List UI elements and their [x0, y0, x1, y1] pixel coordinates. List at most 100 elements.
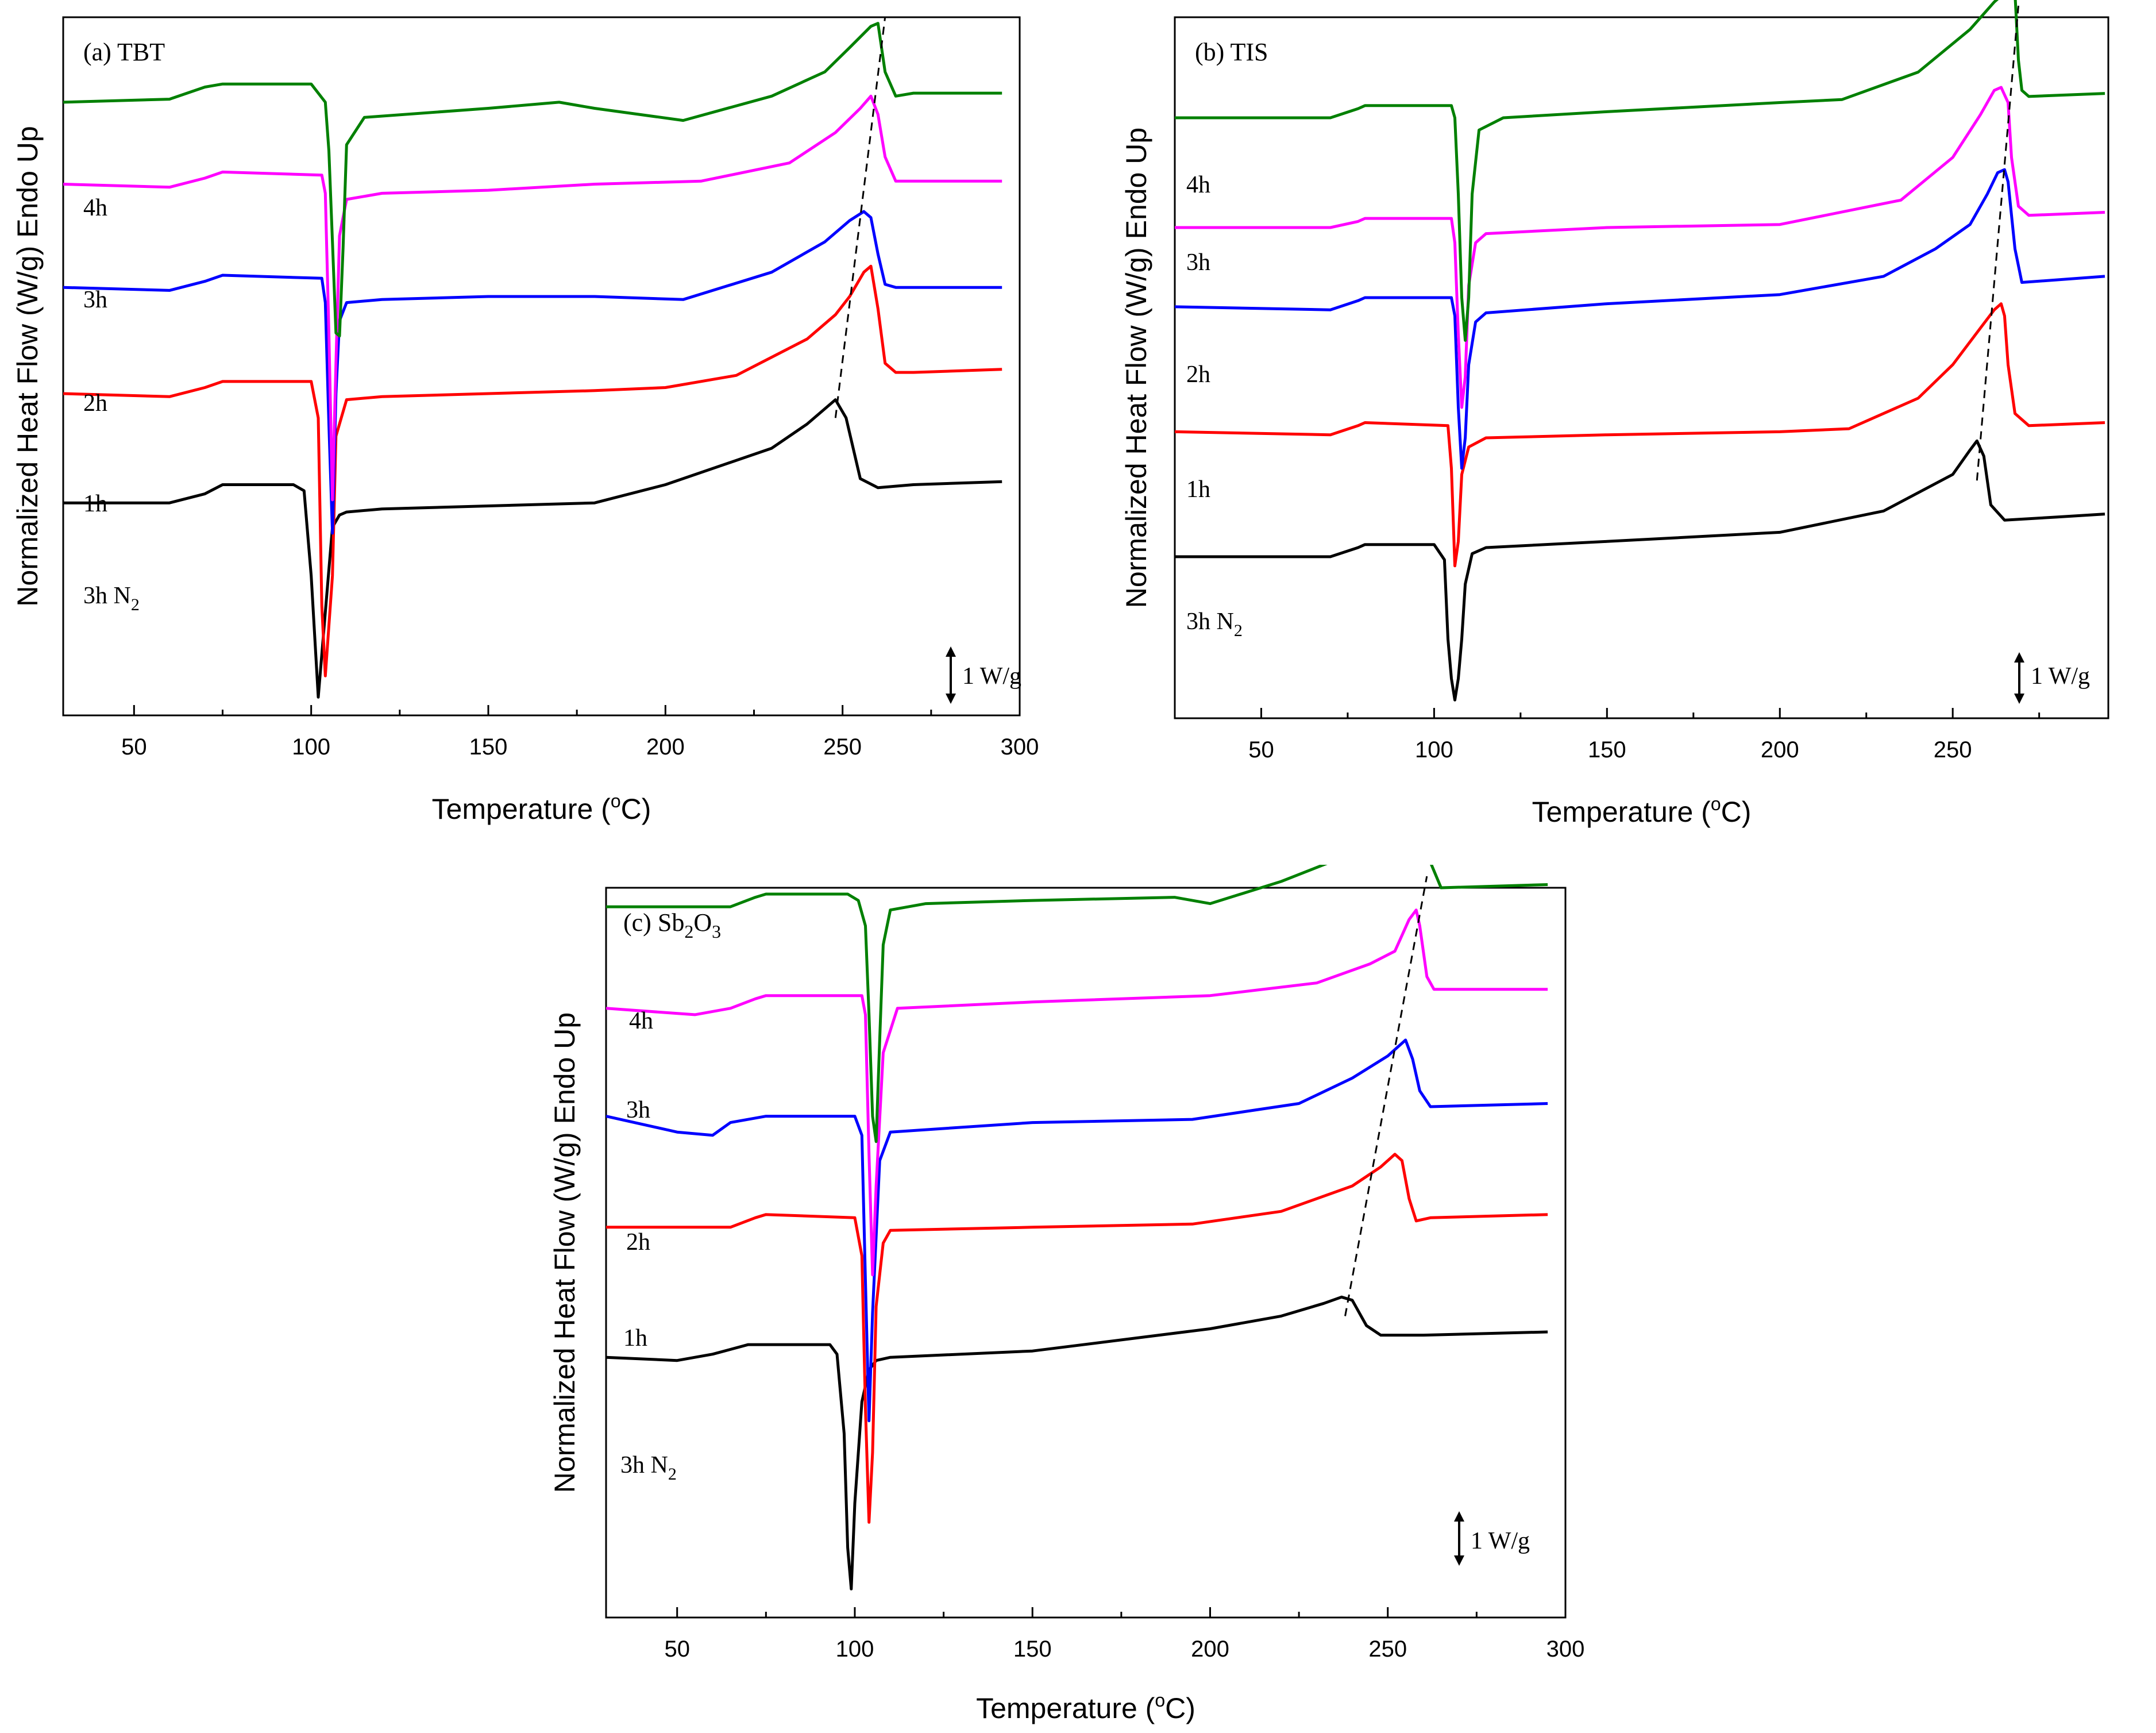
plot-frame — [62, 16, 1021, 717]
x-axis-title-prefix: Temperature ( — [432, 793, 611, 825]
series-line-1 — [63, 398, 1002, 699]
panel-title-part: Sb — [658, 908, 684, 937]
series-label-main: 1h — [1186, 476, 1210, 503]
series-label: 1h — [83, 491, 107, 517]
series-label: 4h — [83, 195, 107, 221]
series-line-3 — [606, 1038, 1548, 1423]
x-tick-label: 100 — [836, 1636, 874, 1662]
x-axis-title-prefix: Temperature ( — [1532, 796, 1711, 828]
scale-bar-down-arrow-icon — [946, 694, 956, 704]
x-axis-title-suffix: C) — [1165, 1692, 1195, 1724]
x-tick-label: 300 — [1001, 734, 1039, 760]
series-line-3 — [1175, 168, 2105, 470]
x-axis-title-degree: o — [1155, 1690, 1165, 1711]
panel-title: (a) TBT — [83, 38, 165, 66]
series-label: 1h — [623, 1325, 647, 1351]
x-axis-title-prefix: Temperature ( — [976, 1692, 1155, 1724]
series-label-main: 3h — [1186, 249, 1210, 276]
x-tick-label: 100 — [292, 734, 330, 760]
series-label: 1h — [1186, 476, 1210, 503]
scale-bar-up-arrow-icon — [946, 646, 956, 657]
scale-bar-up-arrow-icon — [1454, 1511, 1464, 1522]
series-line-4 — [1175, 86, 2105, 409]
series-line-2 — [606, 1153, 1548, 1524]
series-label-main: 3h N — [1186, 609, 1234, 635]
panel-title-part: O — [693, 908, 712, 937]
x-tick-label: 150 — [469, 734, 508, 760]
panel-a: 50 100 150 200 250 300 3h N2 1h 2h 3h 4h (a) TBT Tem… — [11, 16, 1039, 825]
x-axis-title: Temperature (oC) — [432, 791, 651, 825]
series-label-main: 3h N — [620, 1452, 668, 1478]
series-label: 3h — [1186, 249, 1210, 276]
panel-title-part: 2 — [684, 921, 693, 942]
y-axis-title: Normalized Heat Flow (W/g) Endo Up — [1120, 128, 1152, 608]
series-label: 2h — [626, 1229, 650, 1256]
x-tick-label: 250 — [1934, 737, 1972, 762]
x-tick-label: 200 — [1191, 1636, 1229, 1662]
panel-title-part: 3 — [712, 921, 721, 942]
series-line-4 — [63, 94, 1002, 502]
plot-frame — [1174, 16, 2109, 719]
series-label-main: 2h — [83, 390, 107, 417]
series-label: 4h — [629, 1008, 653, 1034]
x-tick-label: 300 — [1546, 1636, 1585, 1662]
series-line-1 — [1175, 439, 2105, 702]
panel-title: (c) Sb2O3Sb2O3 — [623, 908, 721, 942]
series-line-5 — [1175, 0, 2105, 342]
scale-bar-down-arrow-icon — [1454, 1555, 1464, 1566]
scale-bar-label: 1 W/g — [962, 663, 1021, 690]
series-label-main: 1h — [623, 1325, 647, 1351]
x-axis-title-suffix: C) — [1721, 796, 1752, 828]
panel-title: (b) TIS — [1195, 38, 1268, 66]
panel-title-prefix: (b) — [1195, 38, 1231, 66]
series-label: 3h N2 — [1186, 609, 1243, 640]
x-axis-title: Temperature (oC) — [1532, 794, 1752, 828]
scale-bar-label: 1 W/g — [1471, 1528, 1530, 1554]
x-tick-label: 150 — [1588, 737, 1626, 762]
x-tick-label: 50 — [664, 1636, 690, 1662]
series-label-main: 3h — [83, 287, 107, 313]
series-label: 2h — [83, 390, 107, 417]
series-label: 4h — [1186, 172, 1210, 198]
x-axis-title-degree: o — [1711, 794, 1721, 814]
series-line-1 — [606, 1295, 1548, 1590]
x-tick-label: 150 — [1013, 1636, 1052, 1662]
series-label: 3h N2 — [620, 1452, 677, 1484]
peak-trend-dashed-line — [834, 17, 886, 418]
scale-bar-label: 1 W/g — [2031, 663, 2090, 690]
series-label: 3h — [626, 1097, 650, 1123]
peak-trend-dashed-line — [1344, 876, 1428, 1316]
y-axis-title: Normalized Heat Flow (W/g) Endo Up — [11, 126, 44, 606]
series-label-sub: 2 — [131, 595, 140, 614]
series-line-4 — [606, 908, 1548, 1277]
series-label-main: 2h — [626, 1229, 650, 1256]
series-label-main: 1h — [83, 491, 107, 517]
series-label-main: 2h — [1186, 361, 1210, 388]
y-axis-title: Normalized Heat Flow (W/g) Endo Up — [549, 1012, 581, 1493]
x-tick-label: 250 — [1368, 1636, 1407, 1662]
series-line-3 — [63, 210, 1002, 535]
series-label-sub: 2 — [1234, 621, 1243, 640]
x-tick-label: 200 — [646, 734, 685, 760]
series-label: 3h — [83, 287, 107, 313]
x-axis-title-suffix: C) — [621, 793, 651, 825]
x-tick-label: 250 — [823, 734, 862, 760]
series-line-2 — [1175, 302, 2105, 568]
series-label-sub: 2 — [668, 1465, 677, 1484]
series-label: 2h — [1186, 361, 1210, 388]
series-label-main: 3h N — [83, 583, 131, 609]
series-label-main: 4h — [83, 195, 107, 221]
panel-title-main: TBT — [117, 38, 165, 66]
plot-frame — [605, 887, 1567, 1619]
scale-bar-down-arrow-icon — [2014, 694, 2024, 704]
series-line-2 — [63, 264, 1002, 677]
panel-title-main: TIS — [1231, 38, 1268, 66]
x-tick-label: 100 — [1415, 737, 1453, 762]
peak-trend-dashed-line — [1976, 5, 2020, 481]
x-axis-title-degree: o — [611, 791, 621, 811]
series-line-5 — [63, 22, 1002, 338]
x-tick-label: 50 — [121, 734, 147, 760]
series-line-5 — [606, 865, 1548, 1143]
